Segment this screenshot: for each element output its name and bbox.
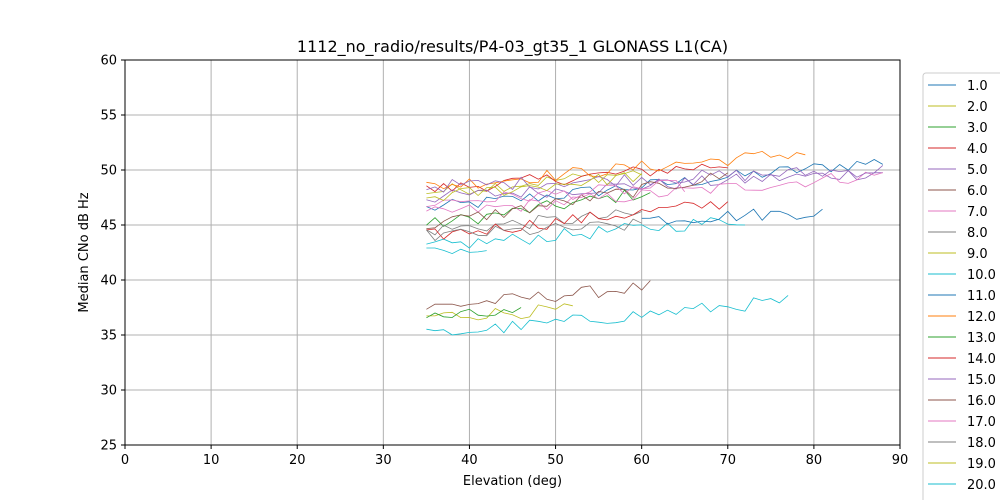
- y-tick-label: 25: [100, 439, 117, 454]
- y-tick-label: 40: [100, 274, 117, 289]
- chart-title: 1112_no_radio/results/P4-03_gt35_1 GLONA…: [297, 37, 728, 57]
- series-line-8-0: [426, 209, 642, 236]
- y-tick-label: 55: [100, 109, 117, 124]
- x-tick-label: 0: [121, 453, 129, 468]
- series-line-1-0: [426, 159, 883, 211]
- legend-label: 7.0: [967, 205, 988, 220]
- series-line-9-0: [426, 303, 573, 321]
- legend-label: 13.0: [967, 331, 996, 346]
- legend-label: 11.0: [967, 289, 996, 304]
- legend-label: 19.0: [967, 457, 996, 472]
- series-line-14-0: [426, 201, 729, 240]
- series-line-20-0: [426, 295, 789, 336]
- legend: 1.0 2.0 3.0 4.0 5.0 6.0 7.0 8.0 9.0 10.0 11.0 12.0 1…: [922, 72, 1000, 500]
- plot-frame: [124, 59, 901, 446]
- axis-ticks: 0 10 20 30 40 50 60 70 80 90 25 30 35 40 45 50 55 60: [100, 54, 908, 469]
- legend-label: 9.0: [967, 247, 988, 262]
- series-line-13-0: [426, 307, 522, 319]
- legend-label: 1.0: [967, 79, 988, 94]
- x-tick-label: 60: [633, 453, 650, 468]
- legend-label: 15.0: [967, 373, 996, 388]
- y-tick-label: 60: [100, 54, 117, 69]
- x-tick-label: 70: [720, 453, 737, 468]
- legend-label: 14.0: [967, 352, 996, 367]
- legend-box: [922, 72, 1000, 500]
- legend-label: 6.0: [967, 184, 988, 199]
- legend-label: 12.0: [967, 310, 996, 325]
- series-line-7-0: [426, 171, 883, 213]
- y-tick-label: 30: [100, 384, 117, 399]
- legend-label: 16.0: [967, 394, 996, 409]
- series-line-16-0: [426, 172, 729, 229]
- series-line-18-0: [426, 218, 642, 242]
- series-lines: [426, 150, 884, 336]
- plot-area: [125, 60, 900, 445]
- y-axis-label: Median CNo dB Hz: [77, 192, 92, 312]
- legend-label: 5.0: [967, 163, 988, 178]
- x-tick-label: 10: [203, 453, 220, 468]
- x-tick-label: 30: [375, 453, 392, 468]
- legend-label: 10.0: [967, 268, 996, 283]
- x-tick-label: 50: [547, 453, 564, 468]
- series-line-11-0: [641, 208, 823, 225]
- series-line-21-0: [426, 247, 487, 255]
- legend-label: 18.0: [967, 436, 996, 451]
- series-line-6-0: [426, 280, 651, 310]
- legend-label: 3.0: [967, 121, 988, 136]
- legend-label: 4.0: [967, 142, 988, 157]
- series-line-19-0: [426, 172, 642, 201]
- legend-label: 8.0: [967, 226, 988, 241]
- series-line-17-0: [426, 179, 686, 207]
- y-tick-label: 35: [100, 329, 117, 344]
- legend-label: 20.0: [967, 478, 996, 493]
- x-tick-label: 90: [892, 453, 909, 468]
- y-tick-label: 45: [100, 219, 117, 234]
- y-tick-label: 50: [100, 164, 117, 179]
- series-line-10-0: [426, 217, 746, 249]
- x-tick-label: 40: [461, 453, 478, 468]
- series-line-2-0: [426, 170, 642, 195]
- x-tick-label: 20: [289, 453, 306, 468]
- legend-label: 17.0: [967, 415, 996, 430]
- x-tick-label: 80: [806, 453, 823, 468]
- x-axis-label: Elevation (deg): [463, 474, 562, 489]
- legend-label: 2.0: [967, 100, 988, 115]
